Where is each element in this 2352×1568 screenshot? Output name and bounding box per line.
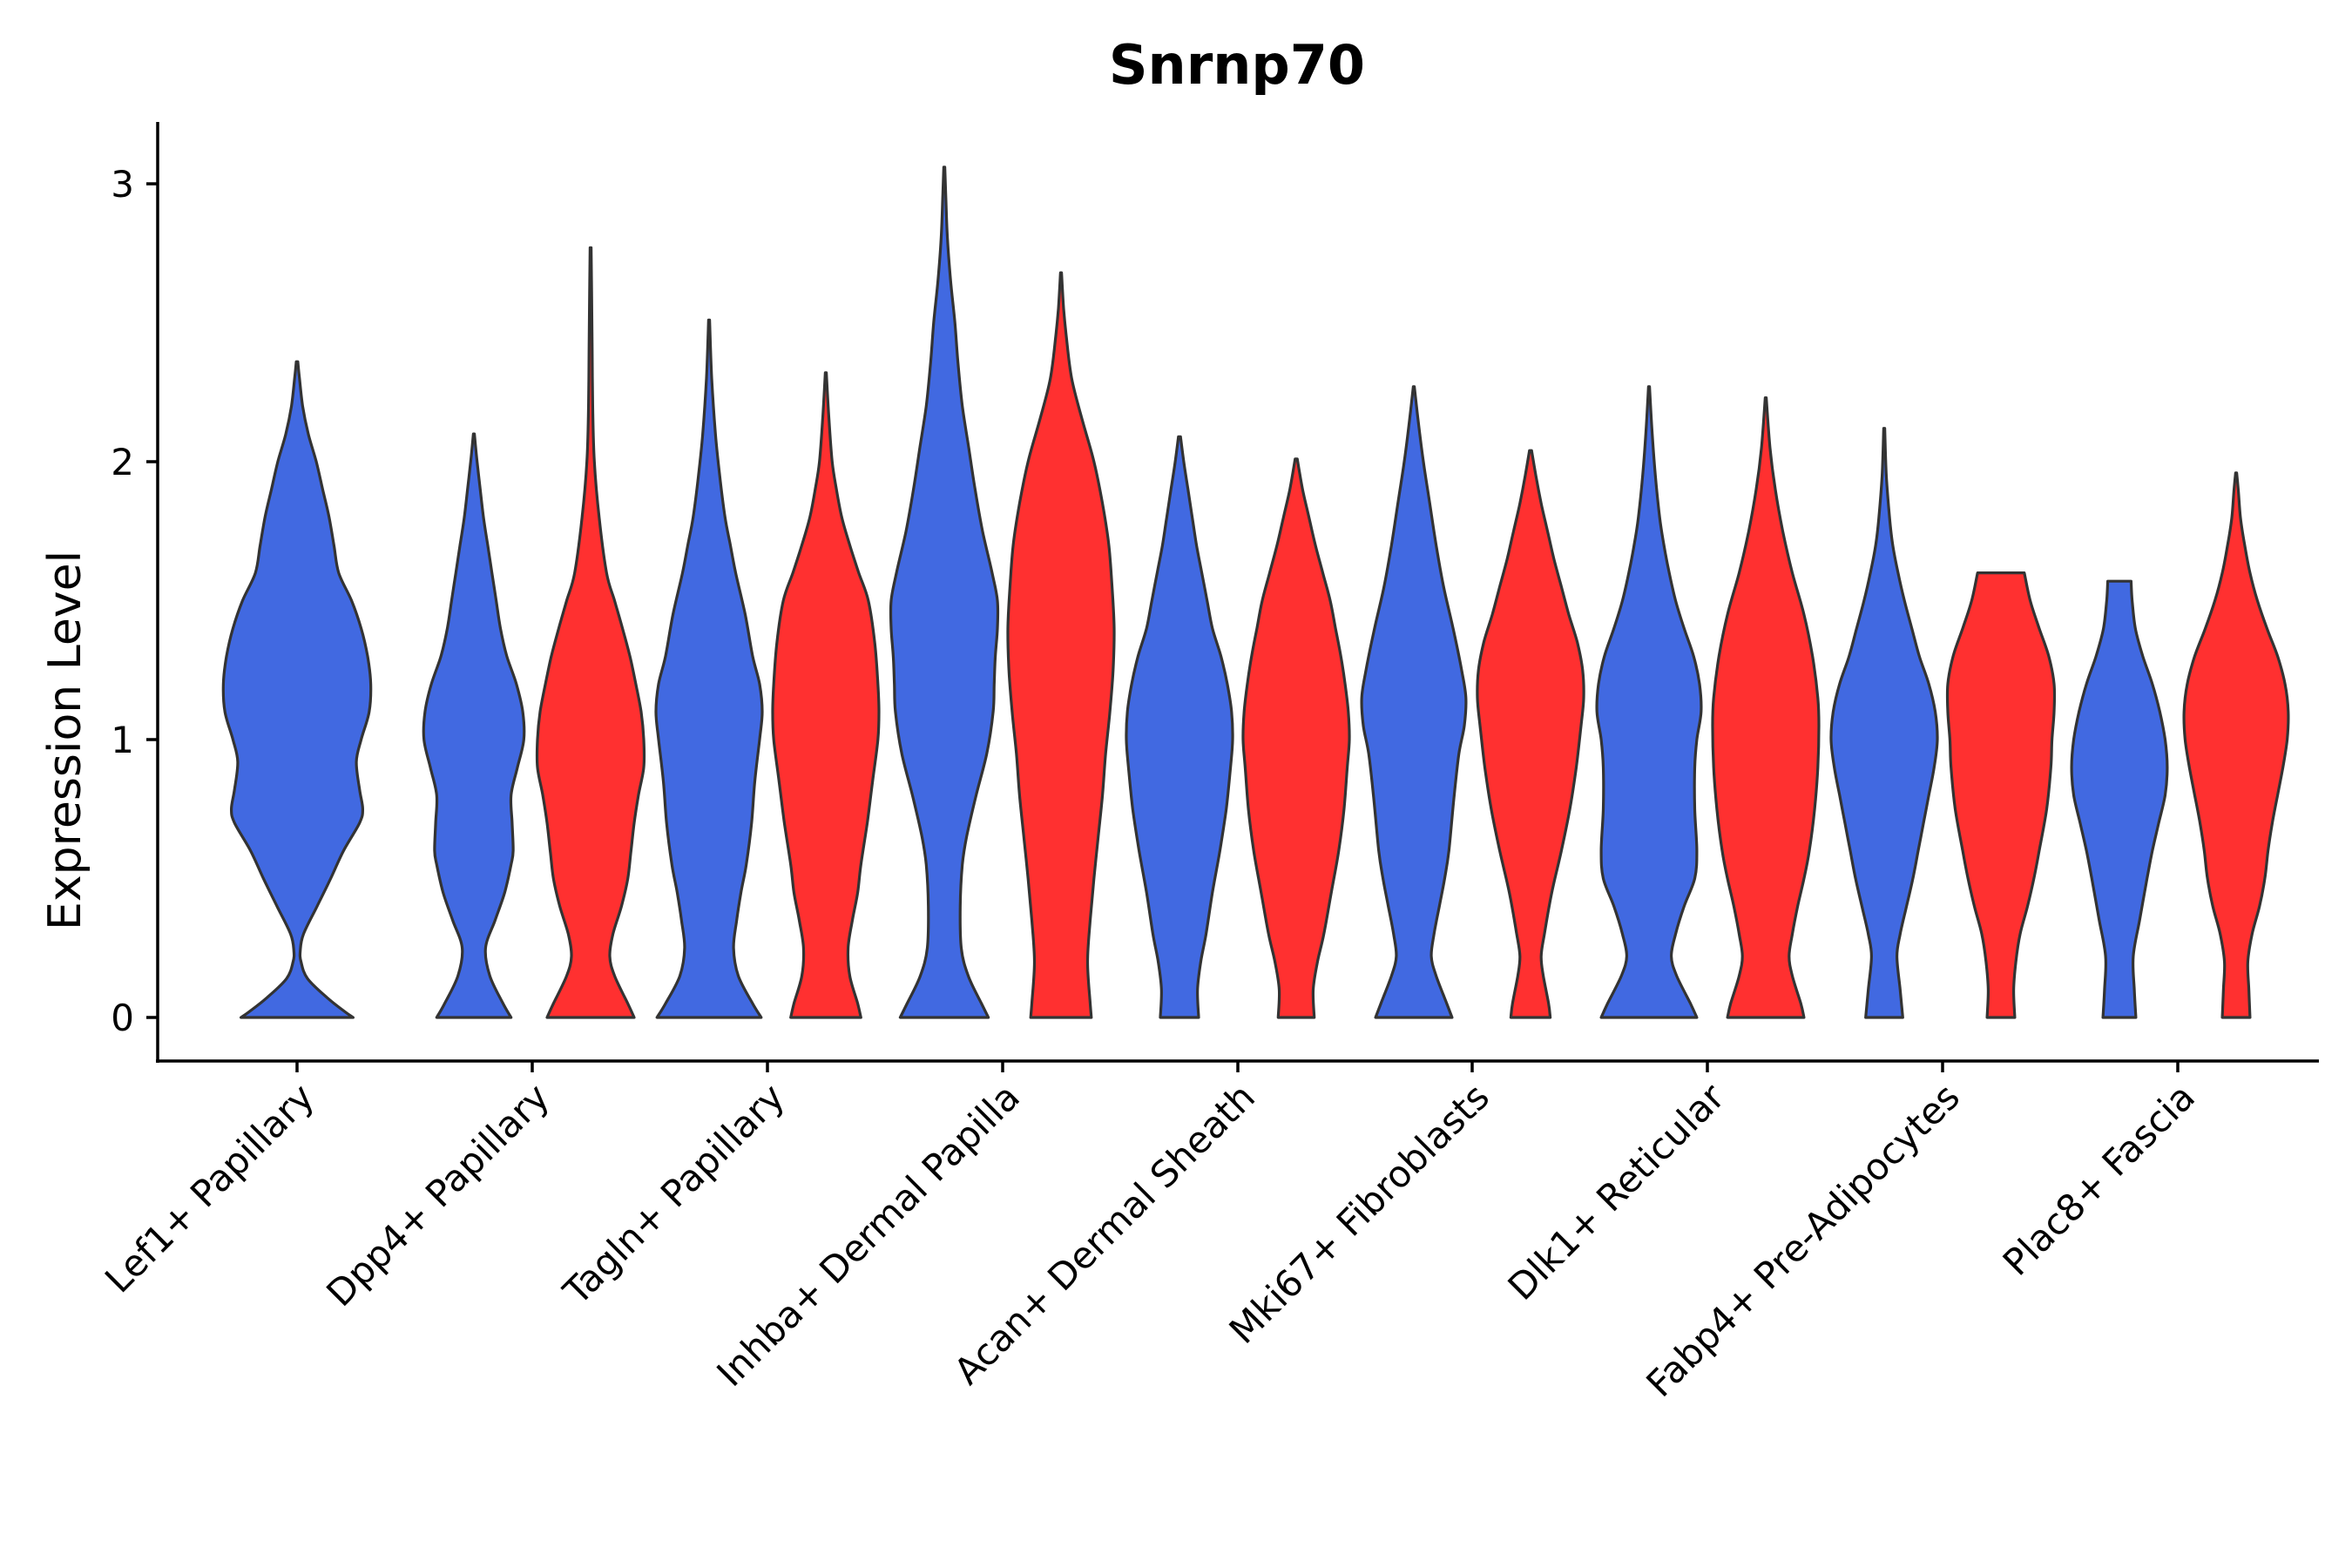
violin-group_b	[1711, 396, 1821, 1019]
violin-group_a	[654, 318, 764, 1019]
y-tick-label: 0	[111, 997, 134, 1039]
violin-group_a	[1595, 385, 1703, 1019]
violin-group_b	[771, 371, 881, 1019]
x-tick-label: Plac8+ Fascia	[1995, 1075, 2203, 1283]
violin-group_a	[2070, 579, 2169, 1019]
x-tick-label: Tagln+ Papillary	[555, 1075, 793, 1313]
violin-group_b	[1241, 457, 1351, 1019]
violins-layer	[221, 166, 2290, 1019]
violin-group_a	[1360, 385, 1468, 1019]
x-tick-label: Dlk1+ Reticular	[1500, 1075, 1734, 1308]
violin-group_b	[1006, 271, 1116, 1019]
y-tick-label: 1	[111, 719, 134, 761]
violin-group_a	[422, 432, 526, 1019]
violin-group_b	[2182, 471, 2290, 1019]
x-tick-label: Dpp4+ Papillary	[318, 1075, 558, 1315]
violin-group_b	[535, 246, 646, 1019]
x-tick-label: Lef1+ Papillary	[97, 1075, 322, 1301]
y-tick-label: 2	[111, 441, 134, 483]
y-axis-label: Expression Level	[39, 551, 91, 930]
violin-group_b	[1476, 449, 1585, 1019]
x-tick-label: Mki67+ Fibroblasts	[1221, 1075, 1497, 1351]
violin-group_a	[1829, 427, 1939, 1019]
y-ticks-layer: 0 1 2 3	[111, 163, 158, 1039]
y-tick-label: 3	[111, 163, 134, 206]
violin-group_a	[889, 166, 1000, 1019]
violin-group_b	[1945, 571, 2057, 1019]
violin-group_a	[221, 360, 373, 1019]
chart-title: Snrnp70	[1109, 33, 1365, 97]
violin-group_a	[1125, 435, 1234, 1019]
